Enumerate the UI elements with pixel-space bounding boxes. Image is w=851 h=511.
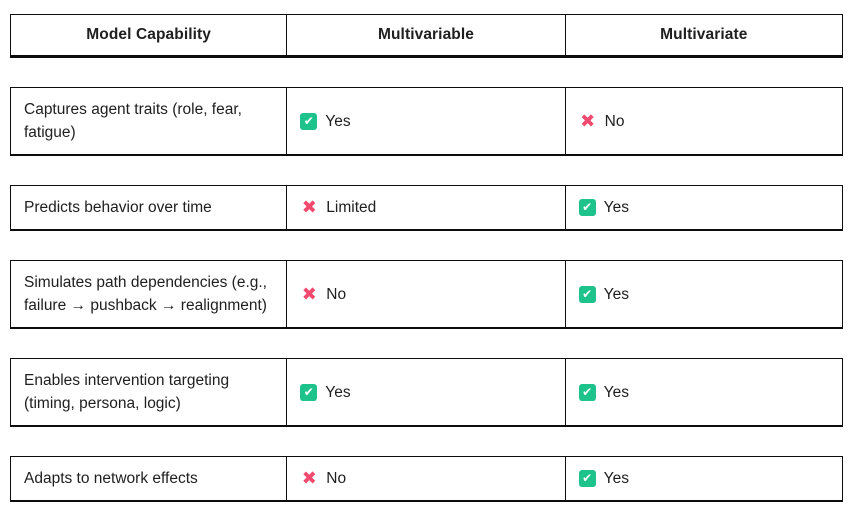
- value-label: No: [604, 112, 625, 130]
- table-row: Captures agent traits (role, fear, fatig…: [10, 87, 843, 156]
- value-label: Yes: [603, 285, 629, 303]
- header-multivariate: Multivariate: [564, 15, 842, 55]
- capability-text: Predicts behavior over time: [24, 199, 212, 216]
- table-row: Adapts to network effects No Yes: [10, 456, 843, 502]
- check-icon: [300, 112, 318, 130]
- multivariate-cell: No: [564, 88, 842, 154]
- header-multivariable: Multivariable: [286, 15, 564, 55]
- multivariable-cell: No: [286, 457, 564, 500]
- multivariate-cell: Yes: [564, 359, 842, 425]
- multivariable-cell: Limited: [286, 186, 564, 229]
- capability-cell: Captures agent traits (role, fear, fatig…: [11, 88, 286, 154]
- multivariable-cell: No: [286, 261, 564, 327]
- multivariate-cell: Yes: [564, 186, 842, 229]
- cross-icon: [579, 112, 597, 130]
- value-label: Limited: [326, 199, 377, 216]
- value-label: Yes: [603, 199, 629, 216]
- check-icon: [300, 383, 318, 401]
- cross-icon: [300, 285, 318, 303]
- value-label: No: [326, 285, 347, 303]
- check-icon: [578, 285, 596, 303]
- table-row: Enables intervention targeting (timing, …: [10, 358, 843, 427]
- value-label: No: [326, 470, 347, 487]
- multivariate-cell: Yes: [564, 261, 842, 327]
- multivariate-cell: Yes: [564, 457, 842, 500]
- check-icon: [578, 470, 596, 487]
- capability-text: Enables intervention targeting (timing, …: [24, 372, 230, 412]
- cross-icon: [300, 199, 318, 217]
- capability-cell: Predicts behavior over time: [11, 186, 286, 229]
- header-model-capability: Model Capability: [86, 26, 212, 43]
- value-label: Yes: [325, 112, 351, 130]
- capability-text: Simulates path dependencies (e.g., failu…: [24, 274, 267, 314]
- check-icon: [578, 383, 596, 401]
- multivariable-cell: Yes: [286, 359, 564, 425]
- multivariable-cell: Yes: [286, 88, 564, 154]
- value-label: Yes: [603, 383, 629, 401]
- capability-cell: Simulates path dependencies (e.g., failu…: [11, 261, 286, 327]
- capability-cell: Enables intervention targeting (timing, …: [11, 359, 286, 425]
- value-label: Yes: [603, 470, 629, 487]
- check-icon: [578, 199, 596, 216]
- header-row: Model Capability Multivariable Multivari…: [10, 14, 843, 58]
- capability-text: Adapts to network effects: [24, 470, 198, 487]
- value-label: Yes: [325, 383, 351, 401]
- capability-text: Captures agent traits (role, fear, fatig…: [24, 101, 242, 141]
- table-row: Simulates path dependencies (e.g., failu…: [10, 260, 843, 329]
- capability-cell: Adapts to network effects: [11, 457, 286, 500]
- cross-icon: [300, 470, 318, 488]
- table-row: Predicts behavior over time Limited Yes: [10, 185, 843, 231]
- comparison-table: Model Capability Multivariable Multivari…: [10, 14, 843, 502]
